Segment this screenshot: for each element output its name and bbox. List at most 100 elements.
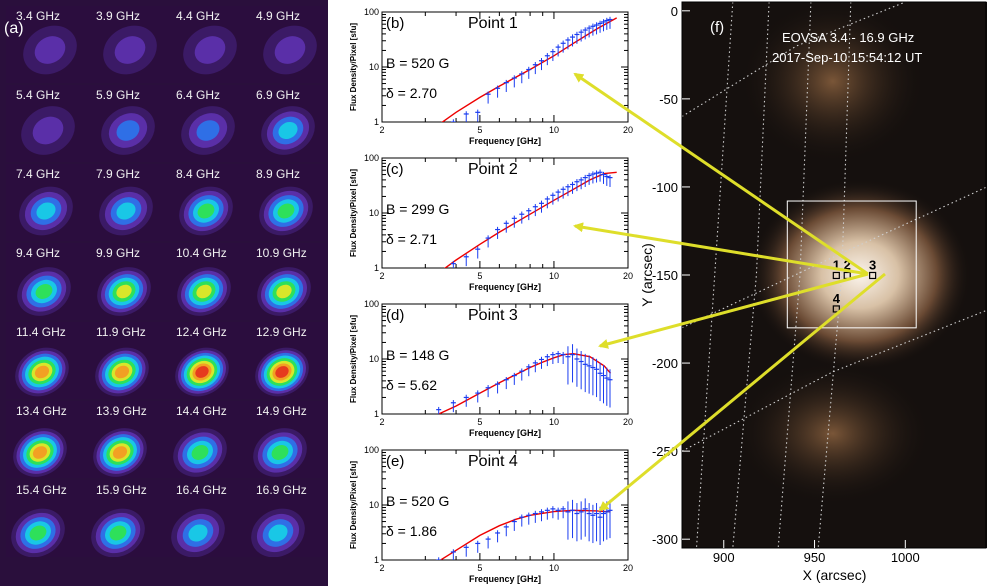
tile-contour (116, 120, 140, 141)
panel-label: (b) (386, 15, 404, 32)
tile-frequency-label: 15.9 GHz (96, 483, 147, 497)
tile-image (166, 322, 246, 399)
tile-frequency-label: 8.4 GHz (176, 167, 221, 181)
frequency-tile: 5.9 GHz (86, 85, 166, 162)
connector-arrow (573, 72, 869, 276)
point-label: 3 (869, 257, 876, 272)
x-axis-label: X (arcsec) (803, 567, 867, 583)
x-tick-label: 10 (549, 271, 559, 281)
tile-contour (116, 284, 132, 299)
heliographic-grid-line (817, 1, 852, 549)
heliographic-grid-line (777, 1, 812, 549)
tile-frequency-label: 8.9 GHz (256, 167, 301, 181)
y-tick-label: 100 (364, 153, 379, 163)
frequency-image-grid: 3.4 GHz 3.9 GHz 4.4 GHz 4.9 GHz 5.4 GHz 5.9 G… (0, 0, 328, 586)
x-tick-label: 1000 (891, 550, 920, 565)
point-marker (832, 271, 840, 280)
x-tick-label: 2 (379, 417, 384, 427)
panel-title: Point 2 (468, 161, 518, 178)
tile-frequency-label: 16.9 GHz (256, 483, 307, 497)
tile-contour (34, 36, 66, 64)
tile-image (246, 243, 326, 320)
frequency-tile: 8.4 GHz (166, 164, 246, 241)
tile-image (86, 164, 166, 241)
tile-image (6, 480, 86, 557)
frequency-tile: 8.9 GHz (246, 164, 326, 241)
tile-image (246, 480, 326, 557)
tile-frequency-label: 14.9 GHz (256, 404, 307, 418)
frequency-tile: 14.9 GHz (246, 401, 326, 478)
fit-parameter-label: δ = 1.86 (386, 523, 437, 539)
x-tick-label: 20 (623, 271, 633, 281)
y-tick-label: 100 (364, 299, 379, 309)
y-tick-label: -50 (659, 92, 678, 107)
tile-frequency-label: 10.9 GHz (256, 246, 307, 260)
emission-blob (742, 1, 923, 162)
tile-contour (196, 284, 212, 299)
x-tick-label: 20 (623, 563, 633, 573)
fit-parameter-label: B = 520 G (386, 493, 449, 509)
y-tick-label: 1 (374, 117, 379, 127)
tile-contour (32, 116, 64, 145)
tile-contour (194, 36, 226, 64)
eovsa-map: 1 2 3 4 900 950 1000 0 -50 -100 -150 -200 -250 -300 X … (639, 1, 987, 583)
tile-image (246, 401, 326, 478)
tile-frequency-label: 3.9 GHz (96, 9, 141, 23)
y-axis-label: Y (arcsec) (639, 243, 655, 307)
tile-image (86, 243, 166, 320)
x-tick-label: 900 (713, 550, 735, 565)
tile-frequency-label: 9.9 GHz (96, 246, 141, 260)
frequency-tile: 6.4 GHz (166, 85, 246, 162)
panel-label: (c) (386, 161, 404, 178)
tile-frequency-label: 14.4 GHz (176, 404, 227, 418)
y-axis-label: Flux Density/Pixel [sfu] (349, 461, 358, 549)
y-tick-label: 10 (369, 62, 379, 72)
tile-frequency-label: 7.9 GHz (96, 167, 141, 181)
spectrum-panel-point-1: 2 5 10 20 1 10 100 Frequency [GHz] Flux Density/… (330, 2, 635, 148)
tile-contour (277, 203, 295, 219)
x-tick-label: 2 (379, 271, 384, 281)
spectrum-chart: 2 5 10 20 1 10 100 Frequency [GHz] Flux Density/… (349, 7, 633, 146)
frequency-tile: 5.4 GHz (6, 85, 86, 162)
y-tick-label: 1 (374, 555, 379, 565)
x-tick-label: 20 (623, 417, 633, 427)
tile-frequency-label: 13.9 GHz (96, 404, 147, 418)
tile-image (246, 322, 326, 399)
tile-contour (32, 446, 48, 459)
tile-image (86, 322, 166, 399)
tile-contour (278, 121, 298, 140)
x-tick-label: 20 (623, 125, 633, 135)
tile-image (86, 480, 166, 557)
tile-contour (197, 203, 215, 219)
x-tick-label: 10 (549, 417, 559, 427)
tile-image (86, 6, 166, 83)
point-label: 2 (844, 257, 851, 272)
frequency-tile: 3.9 GHz (86, 6, 166, 83)
frequency-tile: 13.4 GHz (6, 401, 86, 478)
y-tick-label: 1 (374, 409, 379, 419)
tile-image (246, 6, 326, 83)
spectrum-chart: 2 5 10 20 1 10 100 Frequency [GHz] Flux Density/… (349, 299, 633, 438)
y-tick-label: 100 (364, 7, 379, 17)
panel-label: (e) (386, 453, 404, 470)
panel-label: (f) (710, 19, 724, 36)
emission-blob (737, 363, 928, 504)
tile-frequency-label: 3.4 GHz (16, 9, 61, 23)
tile-contour (116, 202, 136, 220)
tile-frequency-label: 10.4 GHz (176, 246, 227, 260)
fit-parameter-label: δ = 5.62 (386, 377, 437, 393)
frequency-tile: 15.9 GHz (86, 480, 166, 557)
panel-label: (d) (386, 307, 404, 324)
tile-frequency-label: 12.9 GHz (256, 325, 307, 339)
spectrum-panel-point-4: 2 5 10 20 1 10 100 Frequency [GHz] Flux Density/… (330, 440, 635, 586)
tile-image (86, 85, 166, 162)
tile-image (6, 6, 86, 83)
frequency-tile: 16.4 GHz (166, 480, 246, 557)
field-of-view-box (786, 200, 917, 329)
y-tick-label: -100 (652, 180, 678, 195)
tile-image (6, 164, 86, 241)
tile-contour (114, 365, 130, 379)
tile-contour (112, 446, 128, 459)
y-tick-label: 1 (374, 263, 379, 273)
y-tick-label: 0 (671, 4, 678, 19)
